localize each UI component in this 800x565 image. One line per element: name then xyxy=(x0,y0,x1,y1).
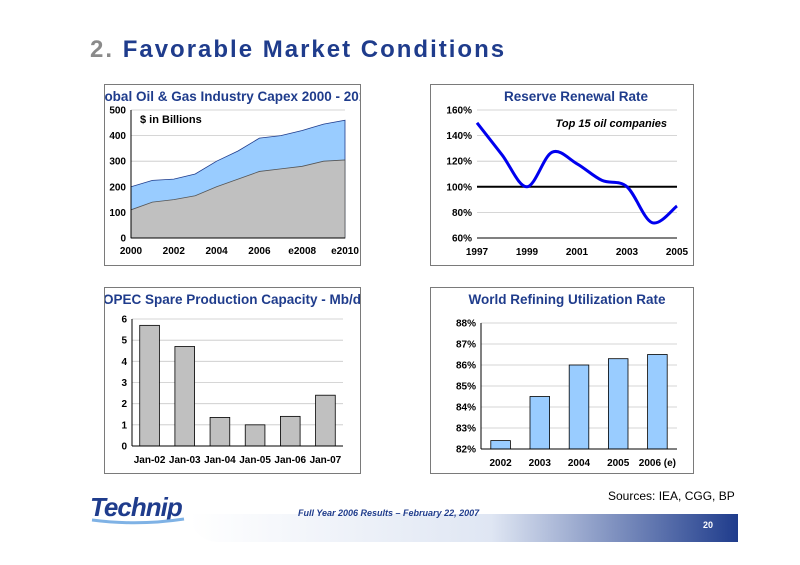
y-tick-label: 120% xyxy=(446,157,472,168)
y-tick-label: 80% xyxy=(452,208,472,219)
x-tick-label: 2001 xyxy=(566,247,589,258)
x-tick-label: Jan-05 xyxy=(239,455,271,466)
x-tick-label: 2003 xyxy=(529,458,552,469)
x-tick-label: 2003 xyxy=(616,247,639,258)
y-tick-label: 100 xyxy=(109,208,126,219)
refining-utilization-chart: World Refining Utilization Rate 82% 83% 84%… xyxy=(456,292,677,469)
y-tick-label: 86% xyxy=(456,361,476,372)
slide-title-number: 2. xyxy=(90,36,115,63)
x-tick-label: 2006 (e) xyxy=(639,458,676,469)
x-tick-label: 1997 xyxy=(466,247,489,258)
footer-band xyxy=(190,514,738,542)
page-number: 20 xyxy=(703,520,714,530)
x-tick-label: Jan-06 xyxy=(274,455,306,466)
bar xyxy=(568,364,590,450)
x-tick-label: 2000 xyxy=(120,246,143,257)
y-tick-label: 140% xyxy=(446,131,472,142)
opec-spare-capacity-chart-panel: OPEC Spare Production Capacity - Mb/d 0 1 2… xyxy=(104,287,361,474)
bar xyxy=(607,358,629,450)
y-tick-label: 200 xyxy=(109,182,126,193)
x-tick-label: Jan-04 xyxy=(204,455,236,466)
footer-text: Full Year 2006 Results – February 22, 20… xyxy=(298,508,480,518)
x-tick-label: 2005 xyxy=(607,458,630,469)
y-tick-label: 83% xyxy=(456,424,476,435)
bar xyxy=(280,415,301,447)
technip-logo: Technip xyxy=(90,492,185,525)
y-tick-label: 0 xyxy=(120,234,126,245)
slide-title-text: Favorable Market Conditions xyxy=(122,36,507,63)
y-tick-label: 5 xyxy=(121,336,127,347)
refining-utilization-chart-panel: World Refining Utilization Rate 82% 83% 84%… xyxy=(430,287,694,474)
bar xyxy=(139,324,160,447)
bar xyxy=(209,417,231,447)
y-tick-label: 500 xyxy=(109,106,126,117)
x-tick-label: 2002 xyxy=(489,458,512,469)
sources-note: Sources: IEA, CGG, BP xyxy=(608,489,735,503)
technip-logo-text: Technip xyxy=(90,492,183,522)
x-tick-label: Jan-03 xyxy=(169,455,201,466)
x-tick-label: e2008 xyxy=(288,246,316,257)
y-tick-label: 87% xyxy=(456,340,476,351)
y-tick-label: 85% xyxy=(456,382,476,393)
capex-chart: Global Oil & Gas Industry Capex 2000 - 2… xyxy=(105,89,360,257)
chart-title: OPEC Spare Production Capacity - Mb/d xyxy=(105,292,360,307)
y-tick-label: 60% xyxy=(452,234,472,245)
chart-title: Global Oil & Gas Industry Capex 2000 - 2… xyxy=(105,89,360,104)
chart-title: World Refining Utilization Rate xyxy=(469,292,666,307)
y-tick-label: 84% xyxy=(456,403,476,414)
x-tick-label: 2004 xyxy=(205,246,228,257)
x-tick-label: 2002 xyxy=(163,246,186,257)
chart-annotation: Top 15 oil companies xyxy=(556,118,667,130)
series-line xyxy=(475,121,678,225)
x-tick-label: Jan-07 xyxy=(310,455,342,466)
bar xyxy=(315,394,336,447)
bar xyxy=(647,354,668,450)
y-tick-label: 0 xyxy=(121,442,127,453)
reserve-renewal-chart: Reserve Renewal Rate 60% 80% 100% 120% 140% 16… xyxy=(446,89,689,258)
x-tick-label: Jan-02 xyxy=(134,455,166,466)
y-tick-label: 82% xyxy=(456,445,476,456)
bar xyxy=(244,424,266,447)
y-tick-label: 1 xyxy=(121,420,127,431)
y-tick-label: 160% xyxy=(446,106,472,117)
y-tick-label: 6 xyxy=(121,315,127,326)
x-tick-label: e2010 xyxy=(331,246,359,257)
series-area-base xyxy=(130,159,346,239)
y-tick-label: 400 xyxy=(109,131,126,142)
y-tick-label: 3 xyxy=(121,378,127,389)
opec-spare-capacity-chart: OPEC Spare Production Capacity - Mb/d 0 1 2… xyxy=(105,292,360,466)
x-tick-label: 2004 xyxy=(568,458,591,469)
chart-title: Reserve Renewal Rate xyxy=(504,89,649,104)
capex-chart-panel: Global Oil & Gas Industry Capex 2000 - 2… xyxy=(104,84,361,266)
x-tick-label: 1999 xyxy=(516,247,539,258)
chart-annotation: $ in Billions xyxy=(140,114,202,126)
x-tick-label: 2006 xyxy=(248,246,271,257)
logo-swoosh xyxy=(91,517,185,525)
y-tick-label: 100% xyxy=(446,182,472,193)
reserve-renewal-chart-panel: Reserve Renewal Rate 60% 80% 100% 120% 140% 16… xyxy=(430,84,694,266)
y-tick-label: 2 xyxy=(121,399,127,410)
bar xyxy=(174,346,195,447)
y-tick-label: 300 xyxy=(109,157,126,168)
y-tick-label: 4 xyxy=(121,357,127,368)
slide-title: 2. Favorable Market Conditions xyxy=(90,36,506,64)
x-tick-label: 2005 xyxy=(666,247,689,258)
bar xyxy=(490,440,511,450)
bar xyxy=(529,396,551,450)
y-tick-label: 88% xyxy=(456,319,476,330)
